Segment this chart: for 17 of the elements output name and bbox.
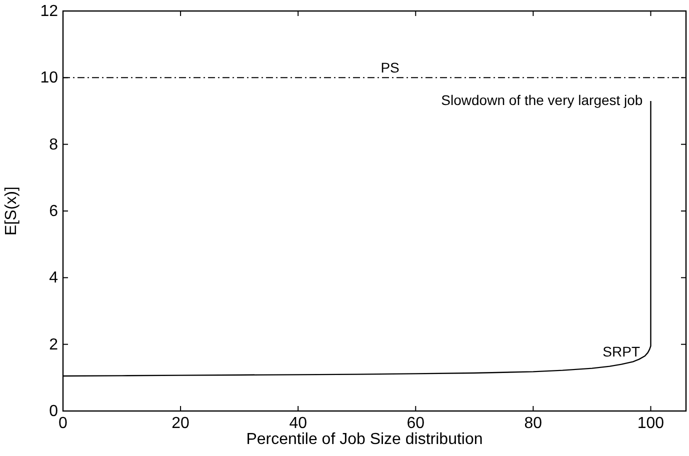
x-tick-label: 20 [172, 415, 190, 432]
x-axis-title: Percentile of Job Size distribution [246, 431, 483, 448]
annotation: Slowdown of the very largest job [441, 92, 643, 108]
y-tick-label: 8 [49, 136, 58, 154]
x-tick-label: 40 [289, 415, 308, 432]
y-tick-label: 10 [40, 70, 58, 87]
series-label: SRPT [602, 343, 640, 360]
y-tick-label: 0 [49, 403, 58, 420]
y-tick-label: 6 [49, 203, 58, 220]
y-axis-title: E[S(x)] [3, 186, 20, 236]
y-tick-label: 2 [49, 336, 58, 354]
x-tick-label: 80 [524, 415, 542, 432]
ref-line-label: PS [380, 60, 400, 76]
y-tick-label: 12 [40, 3, 58, 20]
y-tick-label: 4 [49, 270, 58, 287]
x-tick-label: 100 [637, 415, 664, 432]
x-tick-label: 60 [406, 415, 425, 432]
